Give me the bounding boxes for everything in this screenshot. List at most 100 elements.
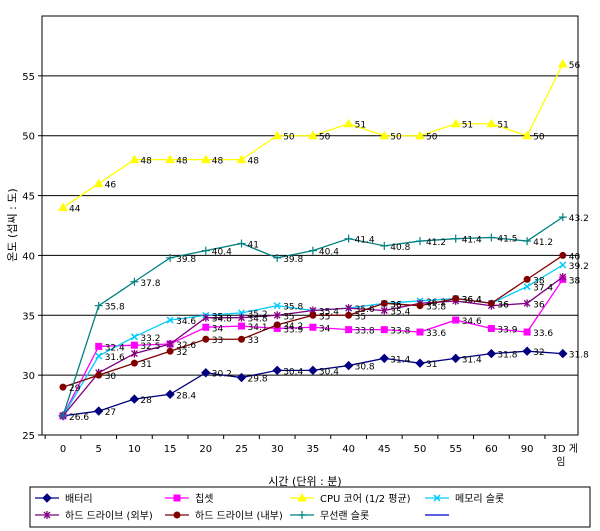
data-label: 50 (283, 133, 295, 143)
legend-item: 칩셋 (165, 493, 213, 505)
data-label: 33.2 (140, 334, 160, 344)
data-label: 28 (140, 396, 152, 406)
x-tick-label: 35 (307, 444, 320, 455)
data-point (343, 360, 354, 371)
data-point (415, 130, 425, 140)
data-label: 34 (212, 324, 224, 334)
x-tick-label: 90 (521, 444, 534, 455)
data-point (165, 154, 175, 164)
y-tick-label: 50 (22, 132, 35, 143)
data-label: 38 (569, 276, 581, 286)
legend-marker (173, 511, 181, 519)
data-point (202, 335, 210, 343)
data-label: 33.9 (497, 325, 517, 335)
data-label: 46 (105, 181, 117, 191)
legend-item: CPU 코어 (1/2 평균) (290, 492, 411, 505)
data-label: 36 (533, 300, 545, 310)
data-label: 36.4 (462, 296, 482, 306)
data-label: 36 (390, 300, 402, 310)
data-label: 33.8 (390, 327, 410, 337)
data-point (452, 316, 460, 324)
data-label: 32.4 (105, 343, 125, 353)
x-tick-label: 15 (164, 444, 177, 455)
data-label: 48 (248, 157, 260, 167)
data-point (201, 368, 211, 378)
data-point (130, 277, 139, 286)
data-label: 36 (497, 300, 509, 310)
data-point (559, 261, 567, 269)
data-point (523, 237, 532, 246)
data-label: 31 (140, 360, 151, 370)
data-point (272, 365, 282, 376)
data-point (344, 234, 353, 243)
data-point (559, 251, 567, 259)
data-label: 33.8 (355, 327, 375, 337)
data-label: 35.8 (283, 303, 303, 313)
data-point (522, 130, 532, 140)
data-point (273, 311, 281, 320)
data-label: 35 (355, 312, 366, 322)
data-point (379, 353, 390, 364)
data-label: 31.6 (105, 353, 125, 363)
data-label: 34.6 (462, 317, 482, 327)
data-point (523, 328, 531, 336)
series-3 (58, 58, 568, 212)
data-point (416, 237, 424, 246)
data-label: 29 (69, 384, 81, 394)
data-point (165, 389, 175, 400)
data-point (166, 347, 174, 355)
data-label: 30.8 (355, 363, 375, 373)
data-point (345, 326, 353, 334)
data-label: 35.4 (390, 307, 410, 317)
series-6 (59, 251, 567, 391)
data-point (380, 306, 388, 315)
legend-label: 무선랜 슬롯 (320, 510, 369, 522)
data-point (380, 241, 389, 250)
data-point (308, 365, 318, 376)
data-point (523, 299, 531, 308)
data-point (451, 234, 460, 243)
data-point (201, 246, 210, 255)
x-axis-title: 시간 (단위 : 분) (268, 475, 341, 488)
data-label: 36 (497, 300, 509, 310)
data-point (130, 359, 138, 367)
data-label: 39.8 (283, 255, 303, 265)
data-label: 34 (319, 324, 331, 334)
data-label: 41.2 (426, 238, 446, 248)
data-label: 40.8 (390, 243, 410, 253)
data-label: 31.8 (497, 351, 517, 361)
data-point (95, 352, 103, 360)
legend-label: 배터리 (65, 493, 93, 505)
data-label: 33.6 (426, 329, 446, 339)
data-label: 35 (212, 312, 223, 322)
y-tick-label: 25 (22, 431, 35, 442)
data-label: 33.6 (533, 329, 553, 339)
data-label: 30.4 (319, 367, 339, 377)
data-label: 36.2 (426, 298, 446, 308)
data-point (93, 406, 104, 416)
data-label: 50 (426, 133, 438, 143)
data-label: 38 (533, 276, 545, 286)
data-label: 40 (569, 252, 581, 262)
x-tick-label: 45 (378, 444, 391, 455)
data-point (202, 323, 210, 331)
data-label: 34.8 (248, 315, 268, 325)
data-point (94, 301, 103, 310)
data-label: 41.2 (533, 238, 553, 248)
data-label: 35.8 (426, 303, 446, 313)
legend-label: 하드 드라이브 (내부) (195, 509, 283, 522)
legend-label: 메모리 슬롯 (455, 493, 504, 505)
x-tick-label: 0 (60, 444, 66, 455)
data-point (380, 299, 388, 307)
data-point (58, 202, 68, 212)
data-point (237, 239, 246, 248)
legend-item: 하드 드라이브 (외부) (35, 509, 153, 522)
data-point (452, 295, 460, 303)
legend-marker (173, 494, 181, 502)
x-tick-label: 30 (271, 444, 284, 455)
data-point (309, 323, 317, 331)
data-label: 34.1 (248, 323, 268, 333)
data-label: 33.9 (283, 325, 303, 335)
data-label: 36 (390, 300, 402, 310)
